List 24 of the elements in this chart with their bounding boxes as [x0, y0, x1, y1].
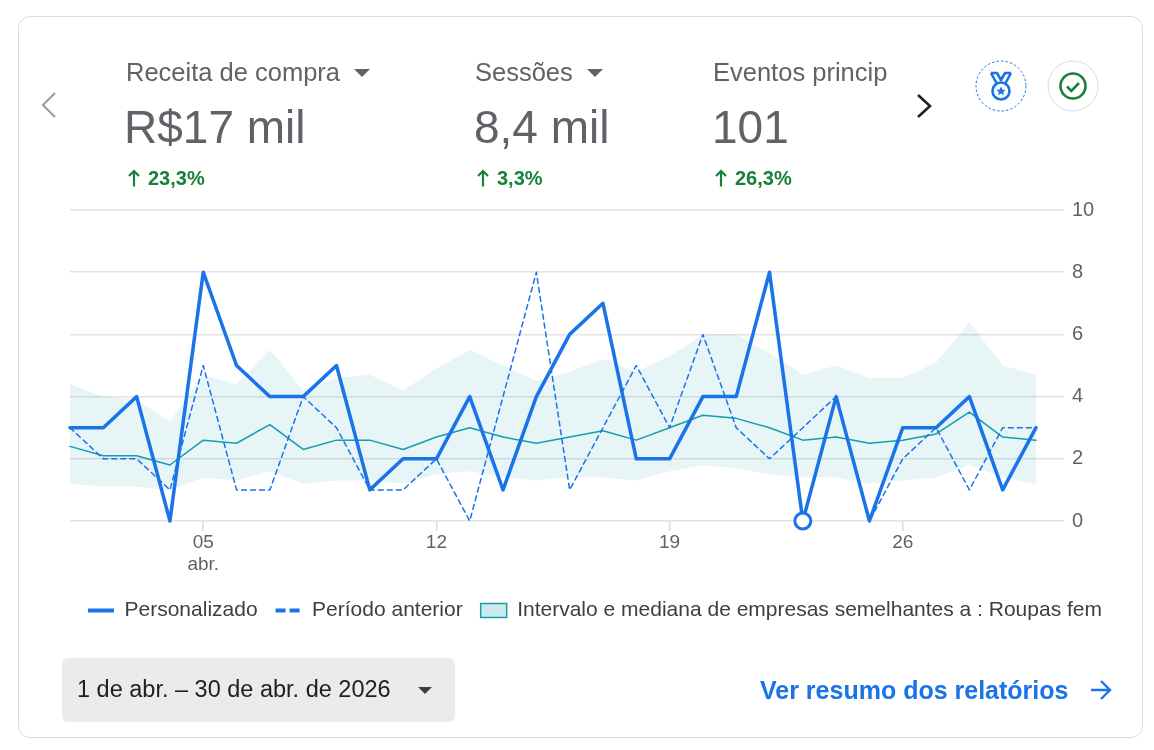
text: Ver resumo dos relatórios	[760, 675, 1069, 705]
text: Eventos princip	[713, 58, 888, 88]
y-tick-label: 10	[1072, 197, 1095, 220]
y-tick-label: 6	[1072, 321, 1084, 344]
text: 23,3%	[148, 166, 205, 190]
x-tick-label: 26	[892, 530, 914, 552]
text: 3,3%	[497, 166, 543, 190]
text: 26,3%	[735, 166, 792, 190]
y-tick-label: 8	[1072, 259, 1084, 282]
legend-label: Período anterior	[312, 597, 463, 621]
y-tick-label: 4	[1072, 384, 1084, 407]
legend-label: Intervalo e mediana de empresas semelhantes a : Roupas fem	[517, 597, 1102, 621]
y-tick-label: 0	[1072, 508, 1084, 531]
x-tick-label: 19	[659, 530, 681, 552]
text: 8,4 mil	[474, 100, 610, 154]
text: Sessões	[475, 58, 573, 88]
text: Receita de compra	[126, 58, 341, 88]
text: 101	[712, 100, 789, 154]
x-tick-label: 05 abr.	[187, 530, 220, 575]
legend-label: Personalizado	[124, 597, 258, 621]
text: R$17 mil	[124, 100, 306, 154]
x-tick-label: 12	[425, 530, 447, 552]
y-tick-label: 2	[1072, 446, 1084, 469]
date-range-dropdown: 1 de abr. – 30 de abr. de 2026	[62, 658, 455, 722]
